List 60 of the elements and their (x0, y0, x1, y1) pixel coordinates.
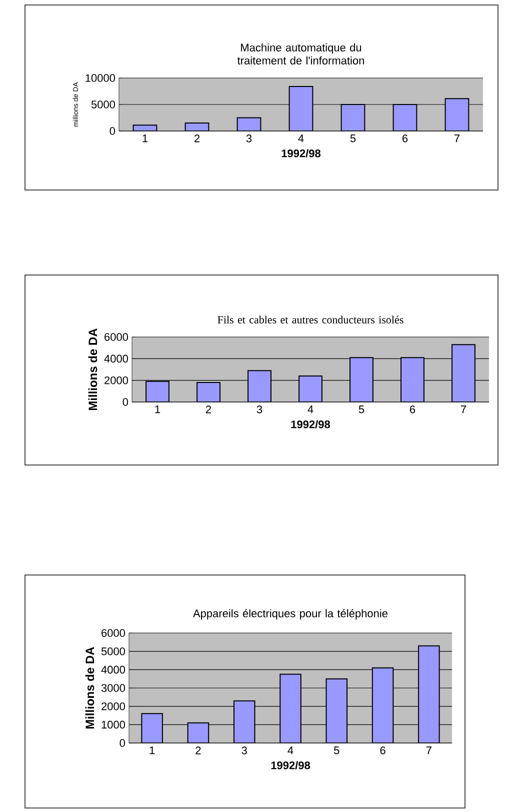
x-tick-label: 2 (194, 134, 200, 142)
y-tick-label: 5000 (91, 100, 116, 108)
bar (233, 700, 256, 743)
bar (248, 370, 272, 402)
bar (146, 380, 170, 402)
bar (298, 375, 322, 402)
y-tick-label: 2000 (104, 376, 128, 384)
x-tick-label: 2 (206, 406, 212, 414)
x-tick-label: 4 (298, 134, 304, 142)
x-tick-label: 2 (196, 746, 201, 754)
x-tick-label: 6 (380, 746, 386, 754)
bar (340, 104, 366, 132)
y-tick-label: 4000 (101, 666, 126, 674)
y-axis-title: Millions de DA (88, 328, 98, 410)
bar (350, 357, 374, 402)
x-axis-title: 1992/98 (282, 149, 321, 158)
bar (326, 678, 348, 743)
x-tick-label: 7 (460, 406, 466, 414)
bar (400, 357, 424, 402)
y-tick-label: 2000 (102, 702, 126, 710)
y-tick-label: 0 (110, 127, 116, 135)
x-tick-label: 5 (350, 134, 356, 142)
chart-title: Fils et cables et autres conducteurs isolés (218, 316, 404, 324)
bar (372, 667, 394, 743)
y-axis-title: Millions de DA (85, 646, 94, 729)
y-tick-label: 0 (120, 739, 126, 747)
y-tick-label: 6000 (102, 629, 126, 637)
y-tick-label: 3000 (101, 684, 126, 692)
y-tick-label: 0 (122, 398, 128, 406)
bar (280, 674, 302, 743)
y-tick-label: 6000 (104, 333, 128, 341)
y-tick-label: 10000 (86, 74, 116, 82)
x-tick-label: 6 (410, 406, 416, 414)
bar (418, 645, 440, 743)
x-axis-title: 1992/98 (291, 420, 330, 428)
x-tick-label: 3 (242, 746, 247, 754)
x-tick-label: 1 (142, 134, 148, 142)
y-tick-label: 5000 (101, 647, 126, 656)
y-tick-label: 4000 (104, 354, 128, 363)
chart-title: Appareils électriques pour la téléphonie (192, 609, 388, 620)
x-axis-title: 1992/98 (271, 761, 310, 770)
y-tick-label: 1000 (102, 720, 126, 729)
x-tick-label: 4 (288, 746, 294, 754)
x-tick-label: 3 (246, 134, 252, 142)
x-tick-label: 6 (402, 134, 408, 142)
x-tick-label: 3 (256, 406, 262, 414)
x-tick-label: 7 (426, 746, 432, 754)
x-tick-label: 4 (308, 406, 314, 414)
bar (288, 86, 314, 132)
x-tick-label: 1 (155, 406, 160, 414)
x-tick-label: 5 (334, 746, 340, 754)
bar (196, 382, 220, 402)
x-tick-label: 1 (150, 746, 155, 754)
bar (452, 344, 476, 402)
x-tick-label: 5 (358, 406, 364, 414)
x-tick-label: 7 (454, 134, 460, 142)
bar (141, 713, 163, 743)
bar (392, 104, 418, 132)
bar (444, 98, 470, 132)
chart-title: Machine automatique du traitement de l'information (237, 43, 364, 64)
